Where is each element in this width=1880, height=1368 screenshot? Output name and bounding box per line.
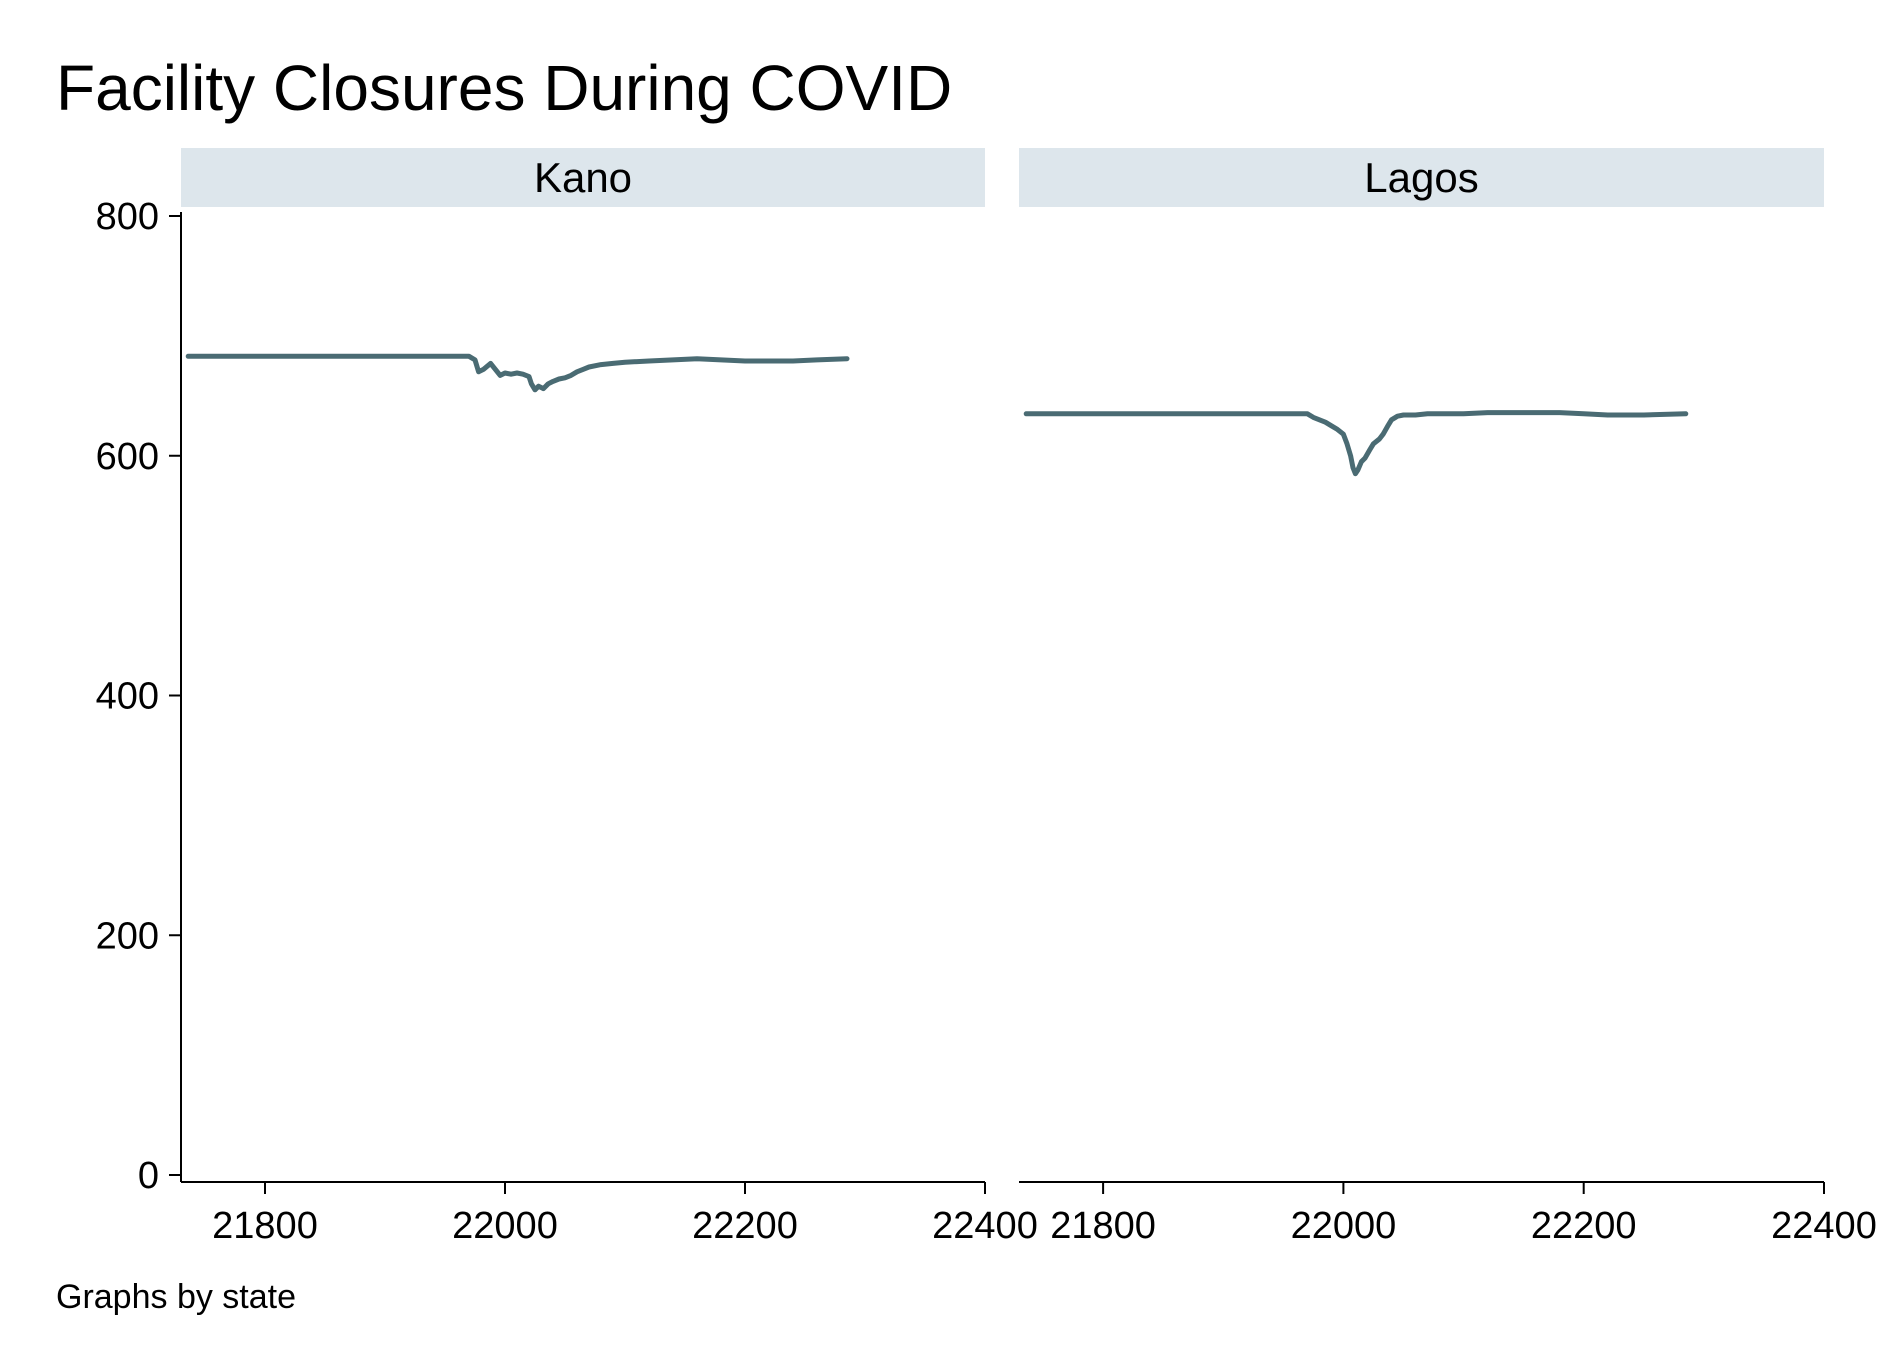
series-line <box>1023 410 1689 477</box>
x-tick-label: 21800 <box>212 1205 318 1247</box>
y-tick-label: 0 <box>138 1155 159 1197</box>
x-tick-label: 22200 <box>1531 1205 1637 1247</box>
panel-kano: Kano 21800 22000 22200 22400 0 200 400 600 800 <box>96 148 1038 1247</box>
y-tick-label: 600 <box>96 436 159 478</box>
x-tick-label: 22400 <box>932 1205 1038 1247</box>
x-tick-label: 22200 <box>692 1205 798 1247</box>
x-tick-label: 22000 <box>1291 1205 1397 1247</box>
panels: Kano 21800 22000 22200 22400 0 200 400 600 800 Lag… <box>96 148 1877 1247</box>
x-tick-label: 21800 <box>1050 1205 1156 1247</box>
panel-label: Lagos <box>1364 154 1478 201</box>
panel-label: Kano <box>534 154 632 201</box>
x-tick-label: 22400 <box>1771 1205 1877 1247</box>
x-tick-label: 22000 <box>452 1205 558 1247</box>
y-tick-label: 800 <box>96 196 159 238</box>
y-tick-label: 200 <box>96 915 159 957</box>
y-tick-label: 400 <box>96 676 159 718</box>
chart-note: Graphs by state <box>56 1278 296 1316</box>
panel-strip <box>1019 148 1824 207</box>
panel-lagos: Lagos 21800 22000 22200 22400 <box>1019 148 1877 1247</box>
panel-strip <box>181 148 985 207</box>
chart-title: Facility Closures During COVID <box>56 52 952 124</box>
series-line <box>185 353 850 393</box>
